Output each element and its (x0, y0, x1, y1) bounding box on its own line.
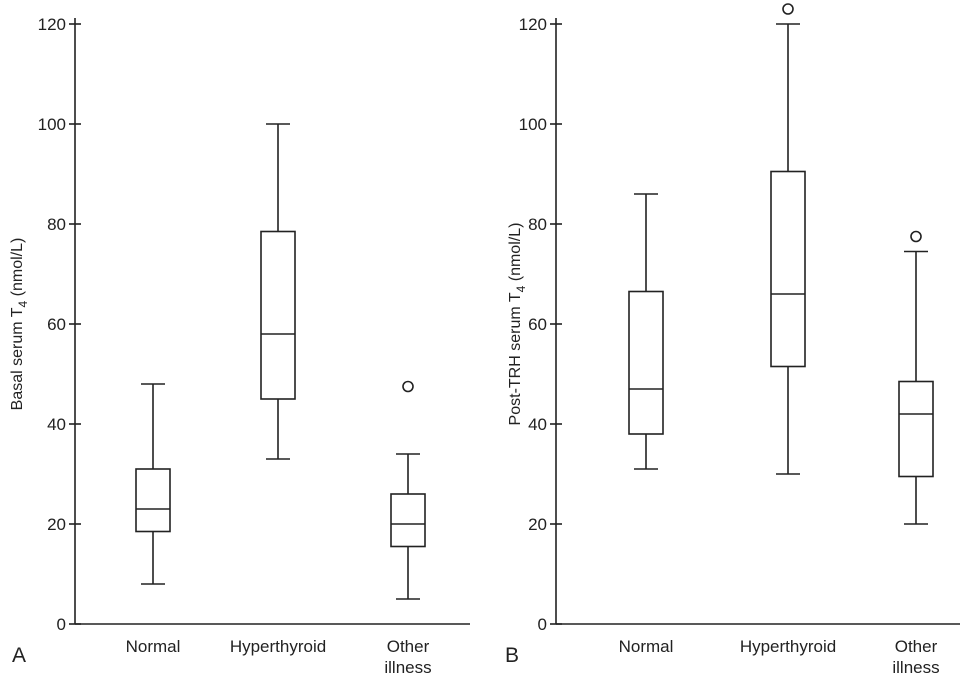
panel-letter: A (12, 644, 26, 667)
y-tick-label: 80 (528, 215, 547, 234)
y-tick-label: 100 (38, 115, 66, 134)
panel-a: 0 20 40 60 80 100 120 Basal serum T4 (nmol/L) A N… (9, 15, 470, 677)
outlier-point (783, 4, 793, 14)
iqr-box (629, 292, 663, 435)
y-axis-label-text: Post-TRH serum T (507, 292, 524, 425)
x-category-label: illness (384, 658, 431, 677)
y-tick-label: 120 (38, 15, 66, 34)
box-2 (899, 232, 933, 525)
x-category-label: Other (895, 637, 938, 656)
iqr-box (899, 382, 933, 477)
outlier-point (911, 232, 921, 242)
x-category-label: Normal (126, 637, 181, 656)
iqr-box (261, 232, 295, 400)
box-1 (771, 4, 805, 474)
box-0 (136, 384, 170, 584)
y-tick-label: 60 (47, 315, 66, 334)
y-tick-label: 100 (519, 115, 547, 134)
y-tick-label: 40 (528, 415, 547, 434)
y-tick-label: 0 (538, 615, 547, 634)
box-0 (629, 194, 663, 469)
y-tick-label: 0 (57, 615, 66, 634)
y-tick-label: 20 (47, 515, 66, 534)
y-tick-label: 120 (519, 15, 547, 34)
x-category-label: Other (387, 637, 430, 656)
outlier-point (403, 382, 413, 392)
box-2 (391, 382, 425, 600)
iqr-box (391, 494, 425, 547)
iqr-box (771, 172, 805, 367)
y-axis-label-text: Basal serum T (9, 307, 26, 410)
y-axis-label-unit: (nmol/L) (9, 238, 26, 301)
x-category-label: Hyperthyroid (740, 637, 836, 656)
box-1 (261, 124, 295, 459)
y-tick-label: 80 (47, 215, 66, 234)
y-tick-label: 20 (528, 515, 547, 534)
panel-letter: B (505, 644, 519, 667)
panel-b: 0 20 40 60 80 100 120 Post-TRH serum T4 (nmol/L… (505, 4, 960, 677)
x-category-label: Hyperthyroid (230, 637, 326, 656)
y-tick-label: 60 (528, 315, 547, 334)
x-category-label: illness (892, 658, 939, 677)
y-axis-label: Post-TRH serum T4 (nmol/L) (507, 223, 528, 426)
x-category-label: Normal (619, 637, 674, 656)
iqr-box (136, 469, 170, 532)
y-axis-label: Basal serum T4 (nmol/L) (9, 238, 30, 411)
y-tick-label: 40 (47, 415, 66, 434)
y-axis-label-unit: (nmol/L) (507, 223, 524, 286)
